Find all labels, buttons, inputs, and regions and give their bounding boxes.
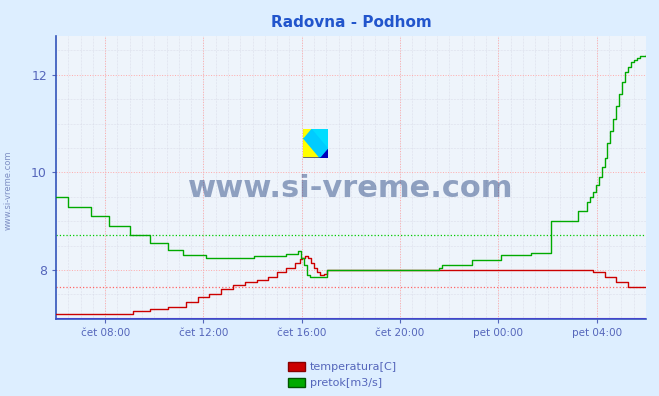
Text: www.si-vreme.com: www.si-vreme.com (188, 174, 513, 203)
Title: Radovna - Podhom: Radovna - Podhom (271, 15, 431, 30)
Text: www.si-vreme.com: www.si-vreme.com (3, 150, 13, 230)
Polygon shape (303, 149, 328, 158)
Legend: temperatura[C], pretok[m3/s]: temperatura[C], pretok[m3/s] (288, 362, 397, 388)
Polygon shape (303, 129, 328, 158)
Polygon shape (321, 149, 328, 158)
Polygon shape (303, 129, 310, 138)
Polygon shape (310, 129, 328, 149)
Polygon shape (310, 129, 328, 149)
